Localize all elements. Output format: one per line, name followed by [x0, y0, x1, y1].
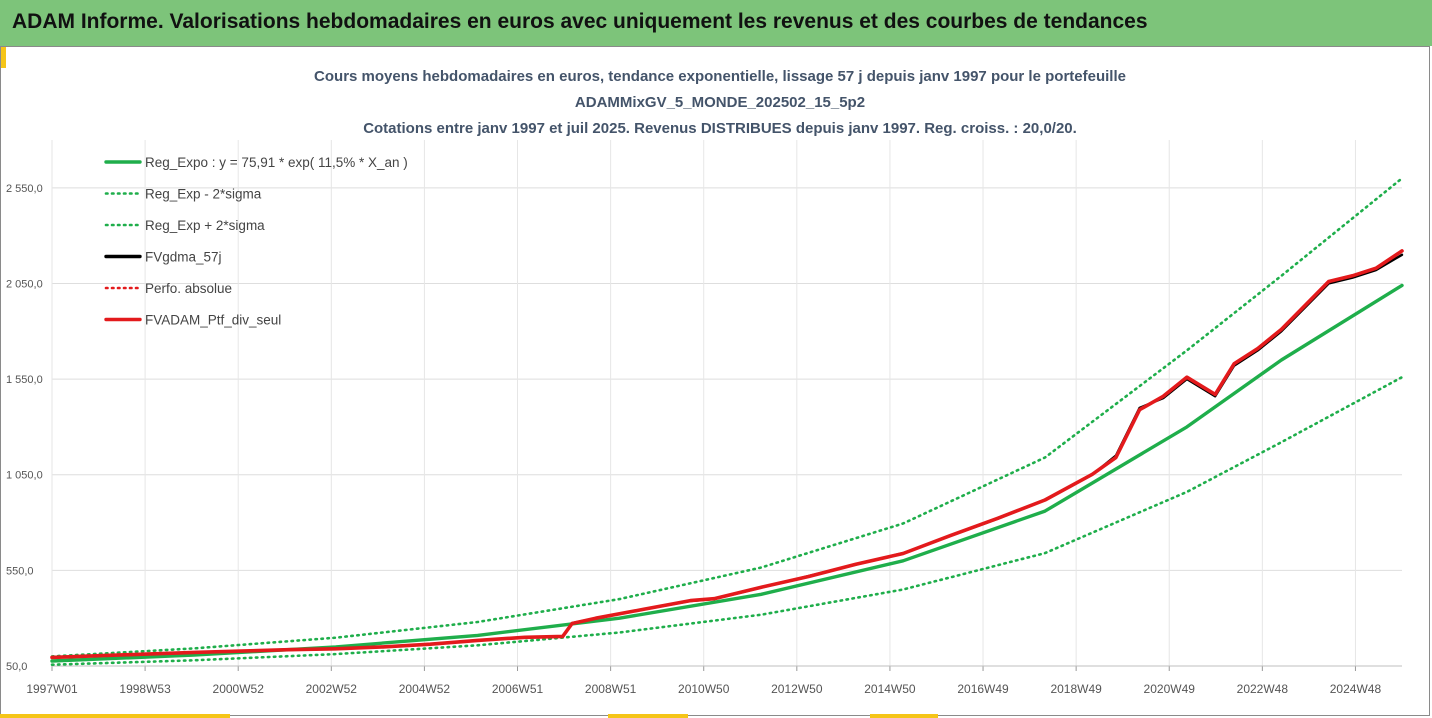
x-tick-label: 2024W48 [1330, 682, 1382, 696]
x-tick-label: 2002W52 [306, 682, 358, 696]
x-tick-label: 2020W49 [1144, 682, 1196, 696]
legend-label: Reg_Exp - 2*sigma [145, 187, 262, 202]
chart-title: Cours moyens hebdomadaires en euros, ten… [314, 68, 1126, 137]
x-tick-label: 2018W49 [1050, 682, 1102, 696]
x-tick-label: 2022W48 [1237, 682, 1289, 696]
legend-item[interactable]: Reg_Expo : y = 75,91 * exp( 11,5% * X_an… [104, 155, 408, 170]
chart-title-line-2: ADAMMixGV_5_MONDE_202502_15_5p2 [575, 94, 865, 111]
x-tick-label: 2014W50 [864, 682, 916, 696]
y-tick-label: 1 050,0 [6, 470, 43, 482]
x-tick-label: 2016W49 [957, 682, 1009, 696]
legend-label: FVgdma_57j [145, 250, 222, 265]
x-tick-label: 2000W52 [213, 682, 265, 696]
x-tick-label: 1997W01 [26, 682, 78, 696]
series-line-2 [50, 177, 1404, 658]
legend[interactable]: Reg_Expo : y = 75,91 * exp( 11,5% * X_an… [104, 155, 408, 328]
legend-item[interactable]: Reg_Exp + 2*sigma [104, 218, 265, 233]
legend-label: Reg_Expo : y = 75,91 * exp( 11,5% * X_an… [145, 155, 408, 170]
report-banner: ADAM Informe. Valorisations hebdomadaire… [0, 0, 1432, 46]
x-tick-label: 2010W50 [678, 682, 730, 696]
report-title: ADAM Informe. Valorisations hebdomadaire… [12, 10, 1148, 33]
y-tick-label: 50,0 [6, 661, 27, 673]
legend-item[interactable]: FVgdma_57j [104, 250, 222, 265]
y-tick-label: 1 550,0 [6, 374, 43, 386]
y-tick-label: 550,0 [6, 565, 34, 577]
banner-accent-bar [0, 46, 6, 68]
legend-item[interactable]: Perfo. absolue [104, 281, 232, 296]
x-tick-label: 2004W52 [399, 682, 451, 696]
x-tick-label: 1998W53 [119, 682, 171, 696]
gridlines [51, 140, 1402, 667]
legend-label: Reg_Exp + 2*sigma [145, 218, 265, 233]
series-line-4 [50, 249, 1404, 659]
y-tick-label: 2 550,0 [6, 183, 43, 195]
y-tick-label: 2 050,0 [6, 278, 43, 290]
series-line-1 [50, 375, 1404, 667]
chart-title-line-1: Cours moyens hebdomadaires en euros, ten… [314, 68, 1126, 85]
x-axis: 1997W01 1998W53 2000W52 2002W52 2004W52 2006W… [26, 665, 1402, 696]
chart-title-line-3: Cotations entre janv 1997 et juil 2025. … [363, 120, 1077, 137]
legend-label: Perfo. absolue [145, 281, 232, 296]
x-tick-label: 2008W51 [585, 682, 637, 696]
x-tick-label: 2012W50 [771, 682, 823, 696]
legend-item[interactable]: Reg_Exp - 2*sigma [104, 187, 262, 202]
y-axis: 50,0 550,0 1 050,0 1 550,0 2 050,0 2 550,0 [6, 183, 43, 673]
x-tick-label: 2006W51 [492, 682, 544, 696]
series-layer [50, 177, 1404, 667]
chart-frame [0, 46, 1430, 716]
legend-label: FVADAM_Ptf_div_seul [145, 313, 281, 328]
legend-item[interactable]: FVADAM_Ptf_div_seul [104, 313, 281, 328]
